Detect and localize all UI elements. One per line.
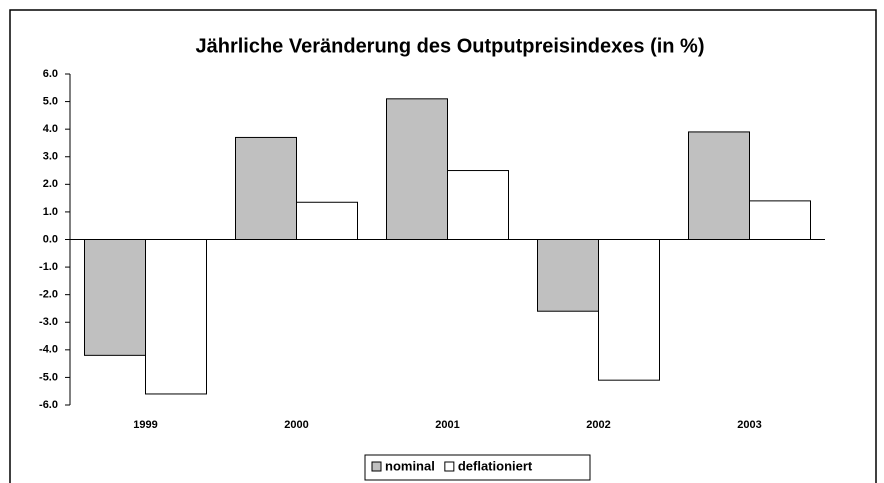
- y-tick-label: 1.0: [43, 206, 58, 218]
- bar: [235, 136, 297, 240]
- bar: [537, 239, 599, 312]
- legend-swatch: [371, 461, 382, 472]
- y-tick-label: 2.0: [43, 178, 58, 190]
- bar: [447, 170, 509, 241]
- y-tick-label: -2.0: [39, 289, 58, 301]
- y-tick-label: -5.0: [39, 371, 58, 383]
- bar: [386, 98, 448, 240]
- y-tick-label: 6.0: [43, 68, 58, 80]
- y-tick-label: 5.0: [43, 95, 58, 107]
- y-tick-label: -6.0: [39, 399, 58, 411]
- y-tick-label: 4.0: [43, 123, 58, 135]
- y-tick-label: 0.0: [43, 233, 58, 245]
- bar: [598, 239, 660, 381]
- legend-swatch: [444, 461, 455, 472]
- x-tick-label: 1999: [133, 419, 157, 431]
- y-tick-label: -4.0: [39, 344, 58, 356]
- legend-box: [364, 454, 591, 481]
- bar: [84, 239, 146, 356]
- bar: [145, 239, 207, 395]
- legend-label: nominal: [385, 458, 435, 473]
- y-tick-label: -3.0: [39, 316, 58, 328]
- chart-border: [9, 9, 877, 483]
- legend-label: deflationiert: [458, 458, 533, 473]
- y-tick-label: 3.0: [43, 151, 58, 163]
- bar: [749, 200, 811, 240]
- y-tick-label: -1.0: [39, 261, 58, 273]
- bar: [688, 131, 750, 240]
- x-tick-label: 2003: [737, 419, 761, 431]
- x-tick-label: 2001: [435, 419, 459, 431]
- bar: [296, 201, 358, 240]
- chart-title: Jährliche Veränderung des Outputpreisind…: [195, 35, 704, 57]
- x-tick-label: 2002: [586, 419, 610, 431]
- x-tick-label: 2000: [284, 419, 308, 431]
